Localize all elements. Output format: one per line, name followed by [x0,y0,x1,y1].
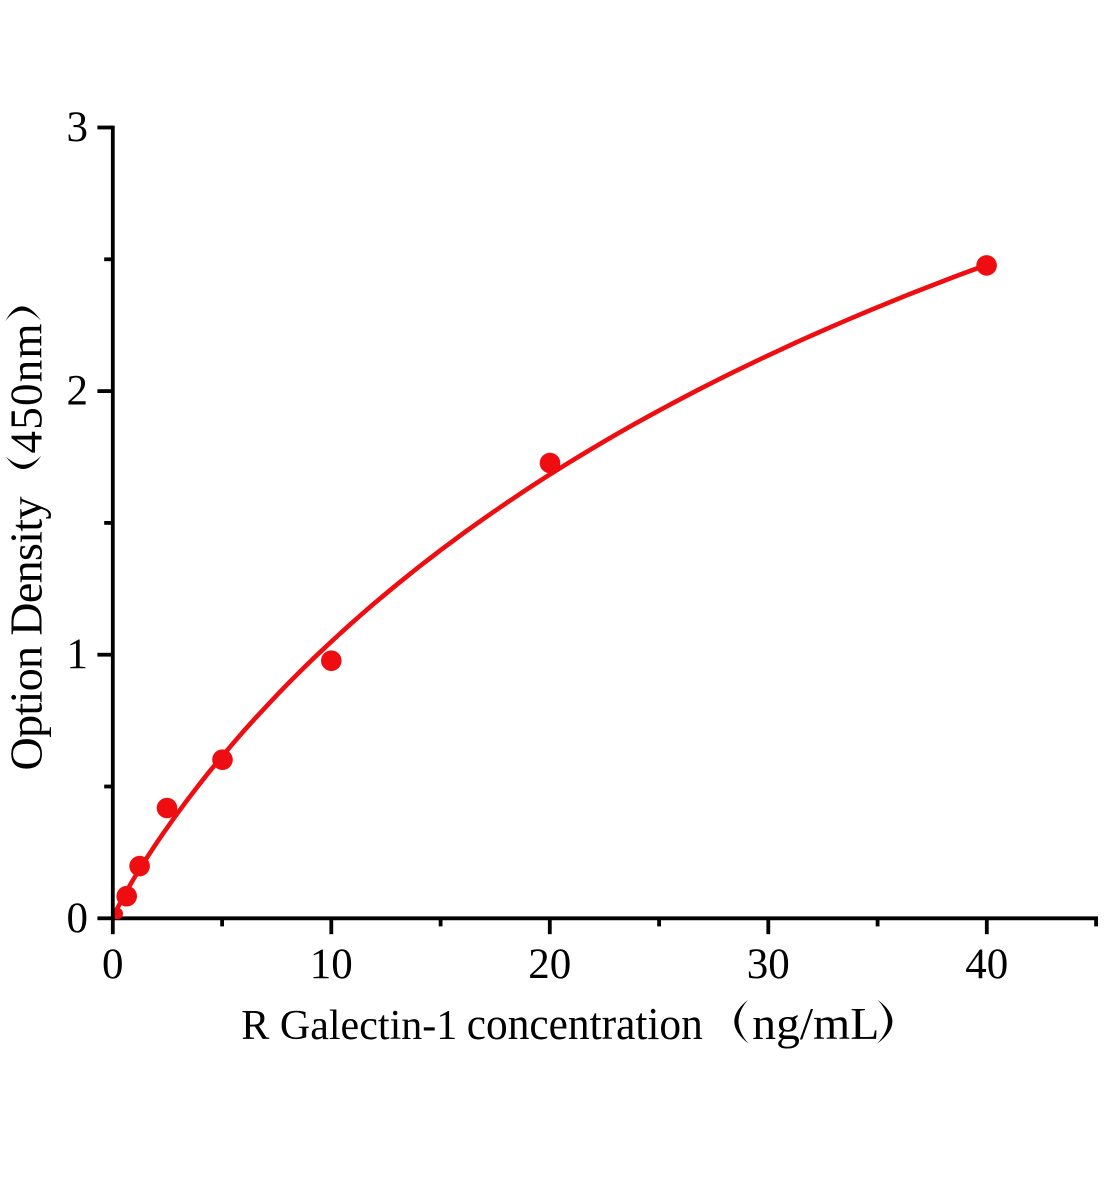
svg-text:3: 3 [67,104,89,151]
svg-text:0: 0 [67,895,89,942]
svg-text:40: 40 [965,941,1008,988]
svg-text:1: 1 [67,631,89,678]
svg-text:ng/mL: ng/mL [752,999,879,1049]
svg-text:2: 2 [67,368,89,415]
svg-text:450nm: 450nm [2,324,52,454]
svg-text:Option Density: Option Density [1,497,52,771]
svg-text:0: 0 [102,941,124,988]
svg-text:30: 30 [747,941,790,988]
svg-text:concentration: concentration [467,998,703,1049]
svg-text:20: 20 [528,941,571,988]
svg-text:R Galectin-1: R Galectin-1 [241,1003,457,1049]
svg-text:10: 10 [310,941,353,988]
